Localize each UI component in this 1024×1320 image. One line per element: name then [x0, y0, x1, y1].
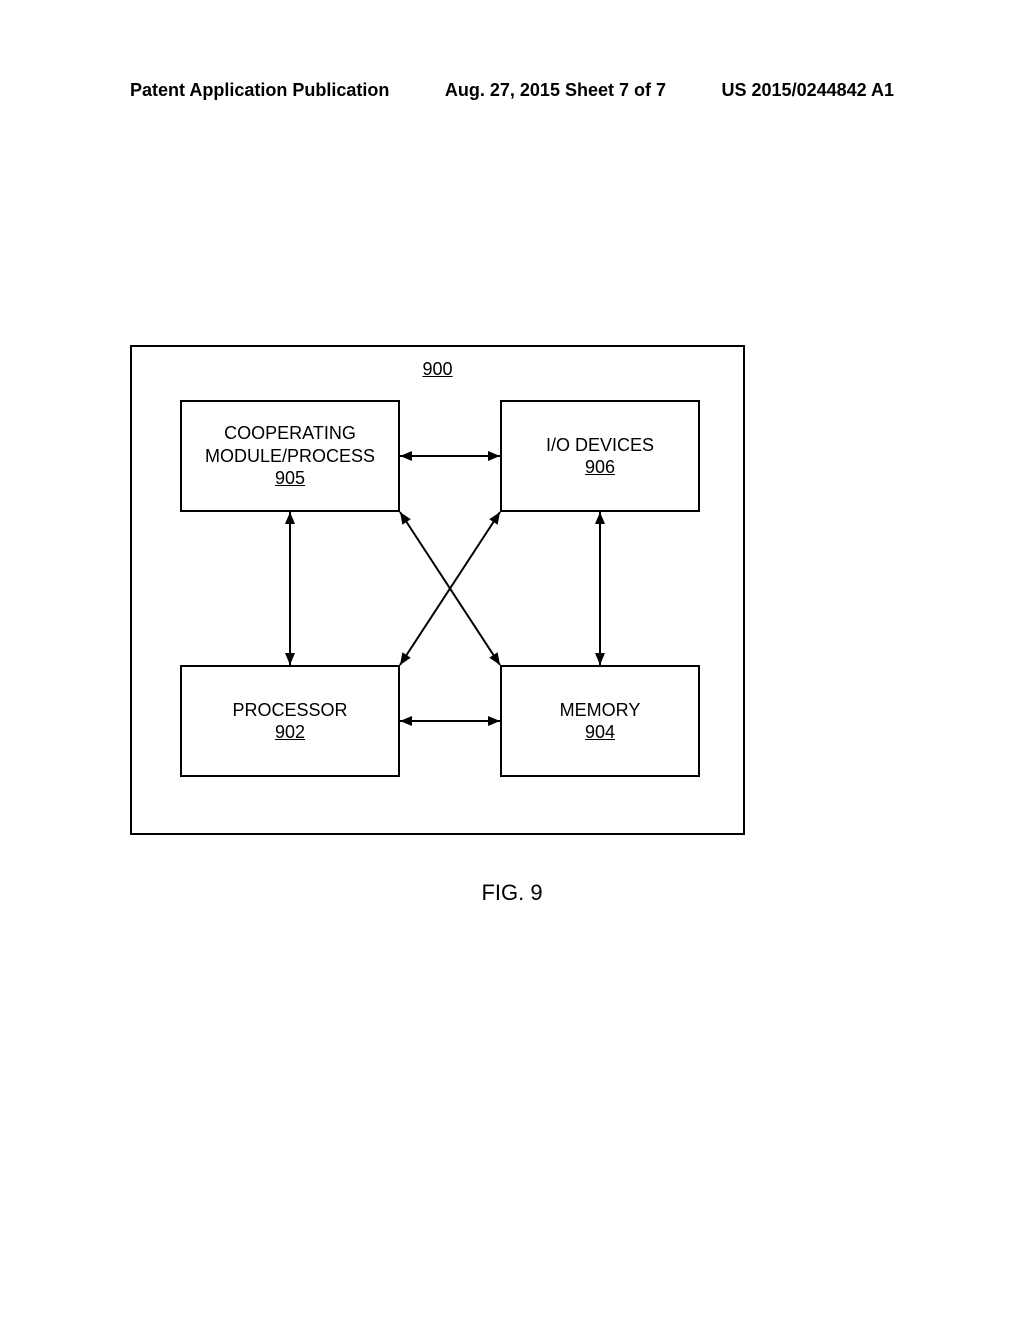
block-io: I/O DEVICES906 [500, 400, 700, 512]
block-ref: 904 [585, 721, 615, 744]
block-ref: 905 [275, 467, 305, 490]
block-label: PROCESSOR [232, 699, 347, 722]
block-label: MEMORY [560, 699, 641, 722]
block-mem: MEMORY904 [500, 665, 700, 777]
block-ref: 906 [585, 456, 615, 479]
page-header: Patent Application Publication Aug. 27, … [0, 80, 1024, 101]
header-right: US 2015/0244842 A1 [722, 80, 894, 101]
block-label: COOPERATING [224, 422, 356, 445]
diagram: 900 COOPERATINGMODULE/PROCESS905I/O DEVI… [130, 345, 745, 835]
block-coop: COOPERATINGMODULE/PROCESS905 [180, 400, 400, 512]
block-proc: PROCESSOR902 [180, 665, 400, 777]
block-label: I/O DEVICES [546, 434, 654, 457]
header-center: Aug. 27, 2015 Sheet 7 of 7 [445, 80, 666, 101]
block-label: MODULE/PROCESS [205, 445, 375, 468]
block-ref: 902 [275, 721, 305, 744]
header-left: Patent Application Publication [130, 80, 389, 101]
figure-caption: FIG. 9 [0, 880, 1024, 906]
